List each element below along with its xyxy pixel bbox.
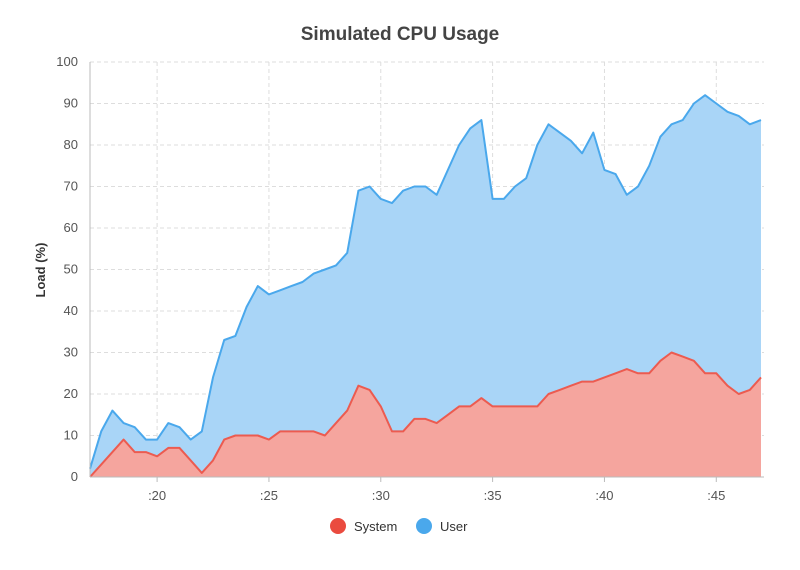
legend-item-system[interactable]: System	[330, 518, 397, 534]
x-tick-label: :40	[595, 488, 613, 503]
x-tick-label: :25	[260, 488, 278, 503]
legend: System User	[330, 518, 468, 534]
line-system	[89, 351, 762, 478]
legend-label-system: System	[354, 519, 397, 534]
y-tick-label: 90	[64, 96, 78, 111]
y-tick-label: 30	[64, 345, 78, 360]
y-tick-label: 0	[71, 469, 78, 484]
area-layer	[89, 94, 762, 478]
legend-label-user: User	[440, 519, 468, 534]
chart-title: Simulated CPU Usage	[301, 24, 500, 45]
y-tick-label: 60	[64, 220, 78, 235]
y-tick-label: 70	[64, 179, 78, 194]
y-tick-label: 80	[64, 137, 78, 152]
y-tick-label: 40	[64, 303, 78, 318]
x-tick-label: :35	[484, 488, 502, 503]
y-tick-label: 20	[64, 386, 78, 401]
legend-marker-user	[416, 518, 432, 534]
y-tick-label: 10	[64, 428, 78, 443]
y-tick-label: 100	[56, 54, 78, 69]
area-system	[90, 352, 761, 477]
x-tick-label: :45	[707, 488, 725, 503]
x-tick-label: :20	[148, 488, 166, 503]
x-tick-label: :30	[372, 488, 390, 503]
y-axis-title: Load (%)	[33, 243, 48, 298]
axis-layer: 0 10 20 30 40 50 60 70 80 90 100 :20 :25 :30 :35 :40 :45	[56, 54, 764, 503]
y-tick-label: 50	[64, 262, 78, 277]
legend-marker-system	[330, 518, 346, 534]
legend-item-user[interactable]: User	[416, 518, 468, 534]
line-user	[89, 94, 762, 469]
